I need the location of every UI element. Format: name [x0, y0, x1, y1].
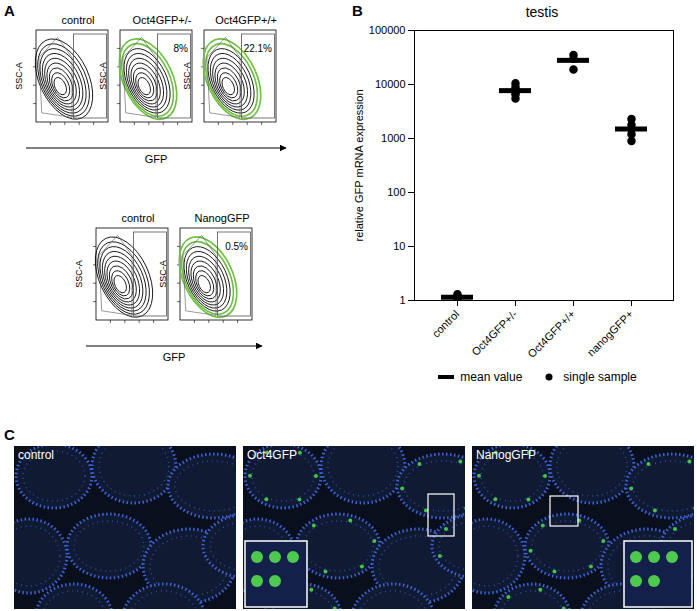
- svg-text:control: control: [121, 212, 154, 224]
- svg-text:Oct4GFP+/-: Oct4GFP+/-: [133, 14, 192, 26]
- svg-text:Oct4GFP+/+: Oct4GFP+/+: [525, 308, 577, 360]
- html-text:single sample: single sample: [563, 370, 637, 384]
- svg-text:SSC-A: SSC-A: [158, 260, 168, 288]
- svg-text:NanogGFP: NanogGFP: [476, 448, 536, 462]
- svg-text:10: 10: [393, 240, 405, 252]
- svg-text:Oct4GFP: Oct4GFP: [247, 448, 297, 462]
- svg-text:nanogGFP+: nanogGFP+: [585, 308, 636, 359]
- svg-text:8%: 8%: [174, 43, 189, 54]
- svg-text:NanogGFP: NanogGFP: [194, 212, 249, 224]
- html-text:mean value: mean value: [460, 370, 523, 384]
- svg-text:Oct4GFP+/-: Oct4GFP+/-: [469, 308, 519, 358]
- svg-text:100000: 100000: [369, 24, 406, 36]
- svg-text:control: control: [18, 448, 54, 462]
- svg-text:22.1%: 22.1%: [244, 43, 272, 54]
- svg-text:SSC-A: SSC-A: [98, 62, 108, 90]
- svg-text:10000: 10000: [375, 78, 406, 90]
- svg-text:100: 100: [387, 186, 405, 198]
- svg-text:GFP: GFP: [145, 153, 168, 165]
- svg-text:B: B: [352, 2, 363, 19]
- html-text:testis: testis: [525, 4, 559, 20]
- svg-text:GFP: GFP: [163, 351, 186, 363]
- svg-text:1: 1: [399, 294, 405, 306]
- svg-text:SSC-A: SSC-A: [14, 62, 24, 90]
- svg-text:SSC-A: SSC-A: [74, 260, 84, 288]
- svg-text:SSC-A: SSC-A: [182, 62, 192, 90]
- svg-text:0.5%: 0.5%: [225, 241, 248, 252]
- svg-text:control: control: [61, 14, 94, 26]
- svg-text:relative GFP mRNA expression: relative GFP mRNA expression: [353, 89, 365, 241]
- svg-text:C: C: [4, 426, 15, 443]
- svg-text:A: A: [4, 2, 15, 19]
- svg-text:1000: 1000: [381, 132, 405, 144]
- svg-text:Oct4GFP+/+: Oct4GFP+/+: [215, 14, 277, 26]
- svg-text:control: control: [430, 308, 462, 340]
